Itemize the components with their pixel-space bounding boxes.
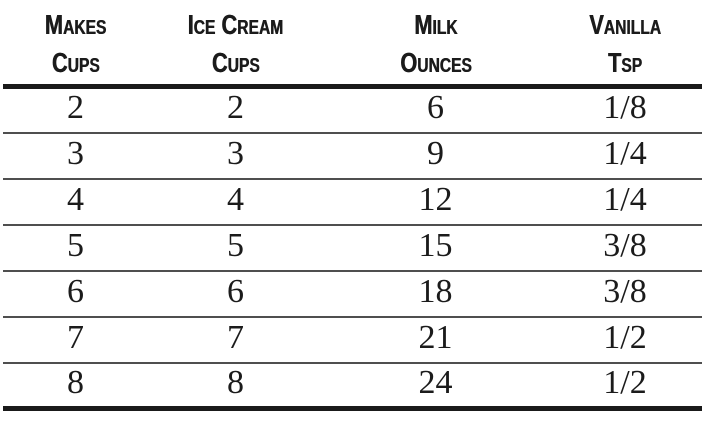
table-cell: 6 [227,272,244,310]
column-header-milk-ounces: Milk Ounces [323,0,548,89]
column-header-vanilla-tsp: Vanilla Tsp [548,0,702,89]
column-header-line: Tsp [607,47,643,78]
table-row: 5 5 15 3/8 [3,224,702,271]
column-header-line: Vanilla [589,9,661,40]
table-cell: 5 [227,226,244,264]
column-header-line: Ice Cream [187,9,284,40]
table-cell: 5 [67,226,84,264]
column-header-line: Makes [44,9,107,40]
table-row: 3 3 9 1/4 [3,132,702,179]
table-cell: 3 [227,134,244,172]
table-cell: 6 [67,272,84,310]
column-header-makes-cups: Makes Cups [3,0,148,89]
table-row: 4 4 12 1/4 [3,178,702,225]
table-cell: 4 [227,180,244,218]
table-cell: 15 [418,226,453,264]
column-header-ice-cream-cups: Ice Cream Cups [148,0,323,89]
table-row: 6 6 18 3/8 [3,270,702,317]
table-cell: 3/8 [603,226,647,264]
table-cell: 1/4 [603,134,647,172]
table-cell: 1/2 [603,318,647,356]
table-cell: 9 [427,134,444,172]
table-row: 2 2 6 1/8 [3,87,702,133]
table-cell: 6 [427,89,444,127]
table-cell: 21 [418,318,453,356]
header-row: Makes Cups Ice Cream Cups Milk Ounces Va… [3,0,702,89]
table-cell: 2 [227,89,244,127]
table-cell: 3 [67,134,84,172]
table-cell: 7 [227,318,244,356]
column-header-line: Cups [51,47,100,78]
table-cell: 4 [67,180,84,218]
column-header-line: Cups [211,47,260,78]
column-header-line: Ounces [399,47,472,78]
table-cell: 8 [227,363,244,401]
table-cell: 12 [418,180,453,218]
table-cell: 18 [418,272,453,310]
table-cell: 3/8 [603,272,647,310]
table-cell: 1/2 [603,363,647,401]
table-row: 8 8 24 1/2 [3,362,702,409]
table-cell: 1/8 [603,89,647,127]
table-cell: 1/4 [603,180,647,218]
table-row: 7 7 21 1/2 [3,316,702,363]
recipe-scaling-table: Makes Cups Ice Cream Cups Milk Ounces Va… [3,0,702,411]
table-cell: 24 [418,363,453,401]
table-cell: 8 [67,363,84,401]
table-cell: 7 [67,318,84,356]
table-cell: 2 [67,89,84,127]
table-body: 2 2 6 1/8 3 3 9 1/4 4 4 12 1/4 5 5 15 3/8 6 6 18 3/8 7 7 21 1/2… [3,87,702,409]
column-header-line: Milk [413,9,458,40]
